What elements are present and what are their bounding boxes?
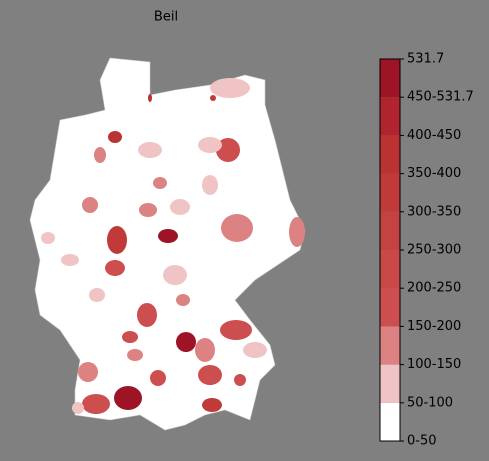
colorbar-tick-label: 50-100 [407,395,453,410]
colorbar-band [380,173,400,212]
colorbar-tick-label: 250-300 [407,243,461,258]
colorbar-tick-label: 100-150 [407,357,461,372]
colorbar-band [380,59,400,98]
colorbar-tick-label: 531.7 [407,52,444,67]
colorbar-tick-label: 150-200 [407,319,461,334]
colorbar: 0-50 50-100 100-150 150-200 200-250 250-300 30… [379,52,474,449]
colorbar-band [380,364,400,403]
colorbar-band [380,250,400,289]
colorbar-tick-label: 350-400 [407,166,461,181]
colorbar-band [380,288,400,327]
colorbar-tick-label: 200-250 [407,281,461,296]
colorbar-tick-label: 0-50 [407,434,437,449]
colorbar-band [380,135,400,174]
germany-map [29,57,306,431]
colorbar-band [380,326,400,365]
colorbar-band [380,97,400,136]
map-title: Beil [154,10,178,25]
colorbar-tick-label: 300-350 [407,204,461,219]
colorbar-band [380,402,400,441]
colorbar-band [380,211,400,250]
colorbar-tick-label: 400-450 [407,128,461,143]
region-patches [41,78,305,414]
colorbar-tick-label: 450-531.7 [407,90,474,105]
